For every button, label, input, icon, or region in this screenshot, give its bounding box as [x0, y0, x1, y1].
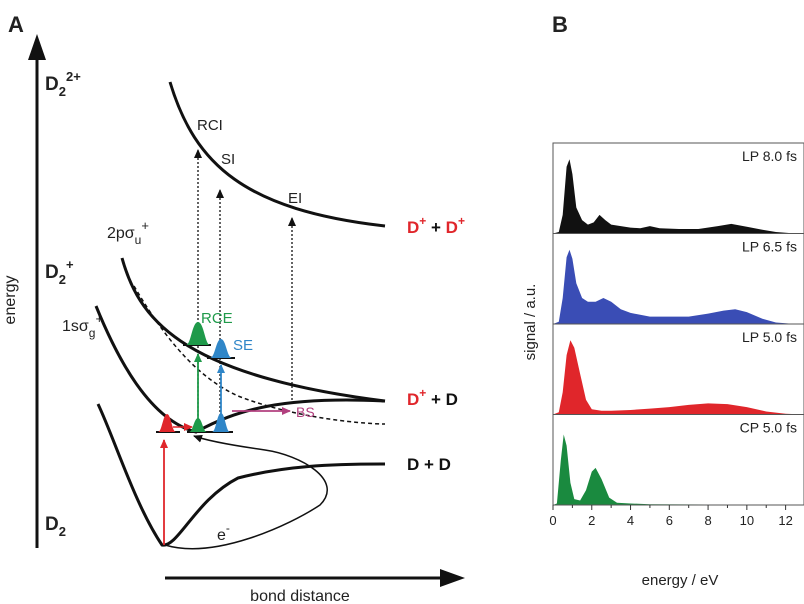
spectrum-label-1: LP 8.0 fs: [742, 148, 797, 164]
spectrum-area-2: [553, 249, 804, 324]
x-tick-label: 12: [778, 513, 792, 528]
bs-label: BS: [296, 404, 315, 420]
panel-a-label: A: [8, 12, 24, 37]
electron-recollision-path: [164, 434, 328, 550]
d-d-asymptote-label: D + D: [407, 455, 451, 474]
bond-distance-axis-arrowhead: [440, 569, 465, 587]
panel-a: A energy bond distance D22+ D2+ D2 1sσg+…: [2, 12, 465, 604]
dplus-dplus-asymptote-label: D+ + D+: [407, 214, 465, 237]
bond-distance-axis-label: bond distance: [250, 588, 350, 604]
spectrum-label-2: LP 6.5 fs: [742, 239, 797, 255]
panel-b-label: B: [552, 12, 568, 37]
sigma-g-state-label: 1sσg+: [62, 311, 103, 340]
rce-label: RCE: [201, 310, 233, 327]
ei-label: EI: [288, 190, 302, 207]
d2-label: D2: [45, 514, 66, 539]
blue-wavepacket-upper: [207, 339, 235, 359]
x-tick-label: 10: [740, 513, 754, 528]
dplus-d-asymptote-label: D+ + D: [407, 386, 458, 409]
green-wavepacket-upper: [183, 322, 211, 346]
spectra-chart: LP 8.0 fs LP 6.5 fs LP 5.0 fs CP 5.0 fs 0 2 4 6…: [549, 142, 804, 528]
x-tick-label: 6: [666, 513, 673, 528]
x-tick-label: 4: [627, 513, 634, 528]
spectrum-area-3: [553, 340, 804, 415]
d2-plus-label: D2+: [45, 257, 74, 287]
spectrum-area-1: [553, 159, 804, 234]
panel-b: B signal / a.u. energy / eV LP 8.0 fsLP …: [522, 12, 804, 589]
spectrum-label-4: CP 5.0 fs: [740, 420, 797, 436]
d2-ground-state-curve: [96, 403, 386, 547]
sigma-u-repulsive-curve: [120, 257, 386, 403]
spectra-frame: [552, 142, 804, 506]
red-wavepacket: [156, 414, 180, 433]
energy-axis-arrowhead: [28, 34, 46, 60]
d2-2plus-repulsive-curve: [168, 81, 386, 228]
x-tick-label: 8: [704, 513, 711, 528]
x-tick-label: 2: [588, 513, 595, 528]
si-label: SI: [221, 151, 235, 168]
electron-label: e-: [217, 521, 230, 544]
blue-wavepacket-lower: [210, 413, 233, 433]
d2-2plus-label: D22+: [45, 69, 81, 99]
energy-axis-label: energy: [2, 276, 19, 325]
signal-axis-label: signal / a.u.: [522, 284, 539, 361]
energy-axis-label-b: energy / eV: [642, 572, 719, 589]
sigma-u-state-label: 2pσu+: [107, 218, 149, 247]
dashed-intermediate-curve: [133, 285, 386, 425]
spectrum-label-3: LP 5.0 fs: [742, 329, 797, 345]
green-wavepacket-lower: [187, 418, 210, 433]
spectrum-area-4: [553, 434, 804, 505]
x-tick-label: 0: [549, 513, 556, 528]
rci-label: RCI: [197, 117, 223, 134]
se-label: SE: [233, 337, 253, 354]
